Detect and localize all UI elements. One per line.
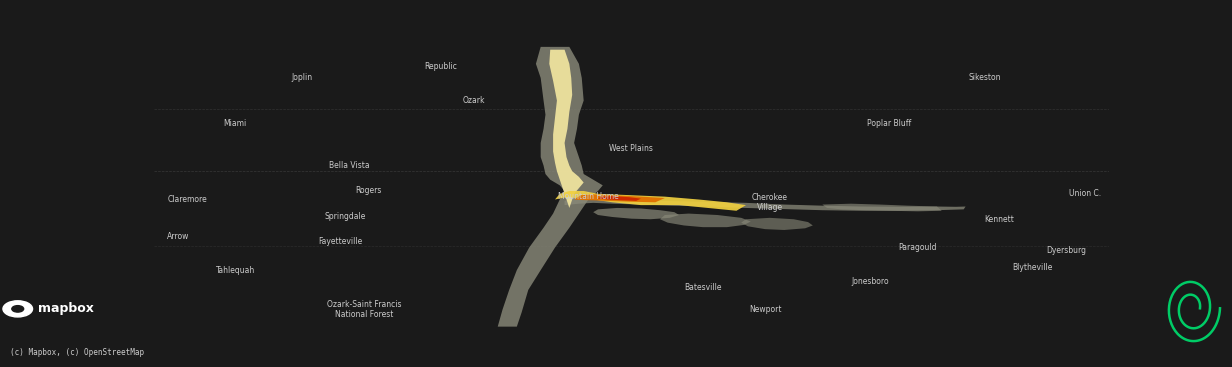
Text: Miami: Miami (223, 119, 246, 128)
Polygon shape (554, 191, 747, 211)
Text: West Plains: West Plains (610, 144, 653, 153)
Polygon shape (598, 196, 641, 201)
Text: Arrow: Arrow (166, 232, 188, 241)
Text: Republic: Republic (424, 62, 457, 71)
Text: Paragould: Paragould (898, 243, 938, 252)
Text: Newport: Newport (749, 305, 781, 314)
Polygon shape (742, 218, 813, 230)
Text: Rogers: Rogers (356, 186, 382, 196)
Text: Ozark: Ozark (462, 96, 485, 105)
Text: Tahlequah: Tahlequah (216, 266, 255, 275)
Text: Dyersburg: Dyersburg (1046, 246, 1085, 255)
Text: Jonesboro: Jonesboro (851, 277, 890, 286)
Text: Mountain Home: Mountain Home (558, 192, 618, 201)
Text: Sikeston: Sikeston (968, 73, 1000, 83)
Text: Poplar Bluff: Poplar Bluff (867, 119, 912, 128)
Text: Ozark-Saint Francis
National Forest: Ozark-Saint Francis National Forest (326, 300, 402, 319)
Text: Blytheville: Blytheville (1013, 263, 1052, 272)
Text: Kennett: Kennett (984, 215, 1014, 224)
Text: Springdale: Springdale (324, 212, 366, 221)
Polygon shape (594, 208, 679, 219)
Polygon shape (823, 204, 941, 211)
Text: Bella Vista: Bella Vista (329, 161, 370, 170)
Polygon shape (564, 198, 966, 211)
Polygon shape (574, 195, 665, 202)
Polygon shape (549, 50, 584, 208)
Text: Fayetteville: Fayetteville (318, 237, 362, 246)
Text: mapbox: mapbox (38, 302, 95, 315)
Polygon shape (660, 214, 750, 227)
Text: Union C.: Union C. (1069, 189, 1101, 198)
Polygon shape (498, 47, 602, 327)
Text: Joplin: Joplin (292, 73, 313, 83)
Circle shape (2, 301, 32, 317)
Text: Claremore: Claremore (168, 195, 207, 204)
Text: (c) Mapbox, (c) OpenStreetMap: (c) Mapbox, (c) OpenStreetMap (10, 348, 144, 357)
Circle shape (12, 306, 23, 312)
Text: Cherokee
Village: Cherokee Village (752, 193, 787, 212)
Text: Batesville: Batesville (684, 283, 722, 291)
